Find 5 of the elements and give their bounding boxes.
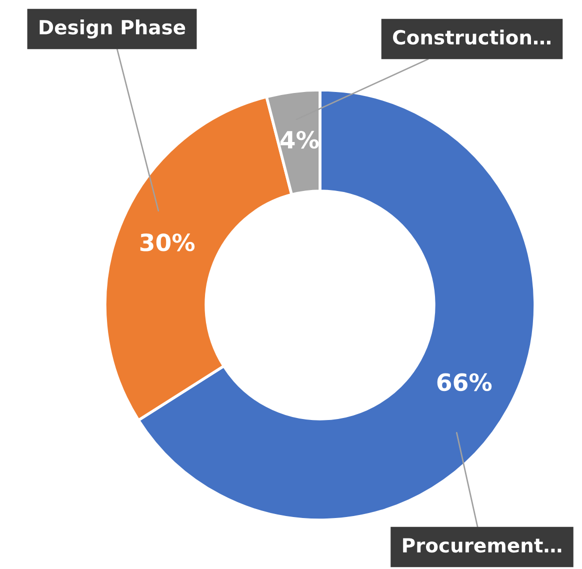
slice-label: Construction… [393, 30, 550, 45]
data-label: 66% [437, 373, 492, 392]
data-label: 30% [140, 233, 195, 252]
slice-label: Procurement… [403, 538, 562, 553]
slice-label: Design Phase [40, 20, 186, 38]
